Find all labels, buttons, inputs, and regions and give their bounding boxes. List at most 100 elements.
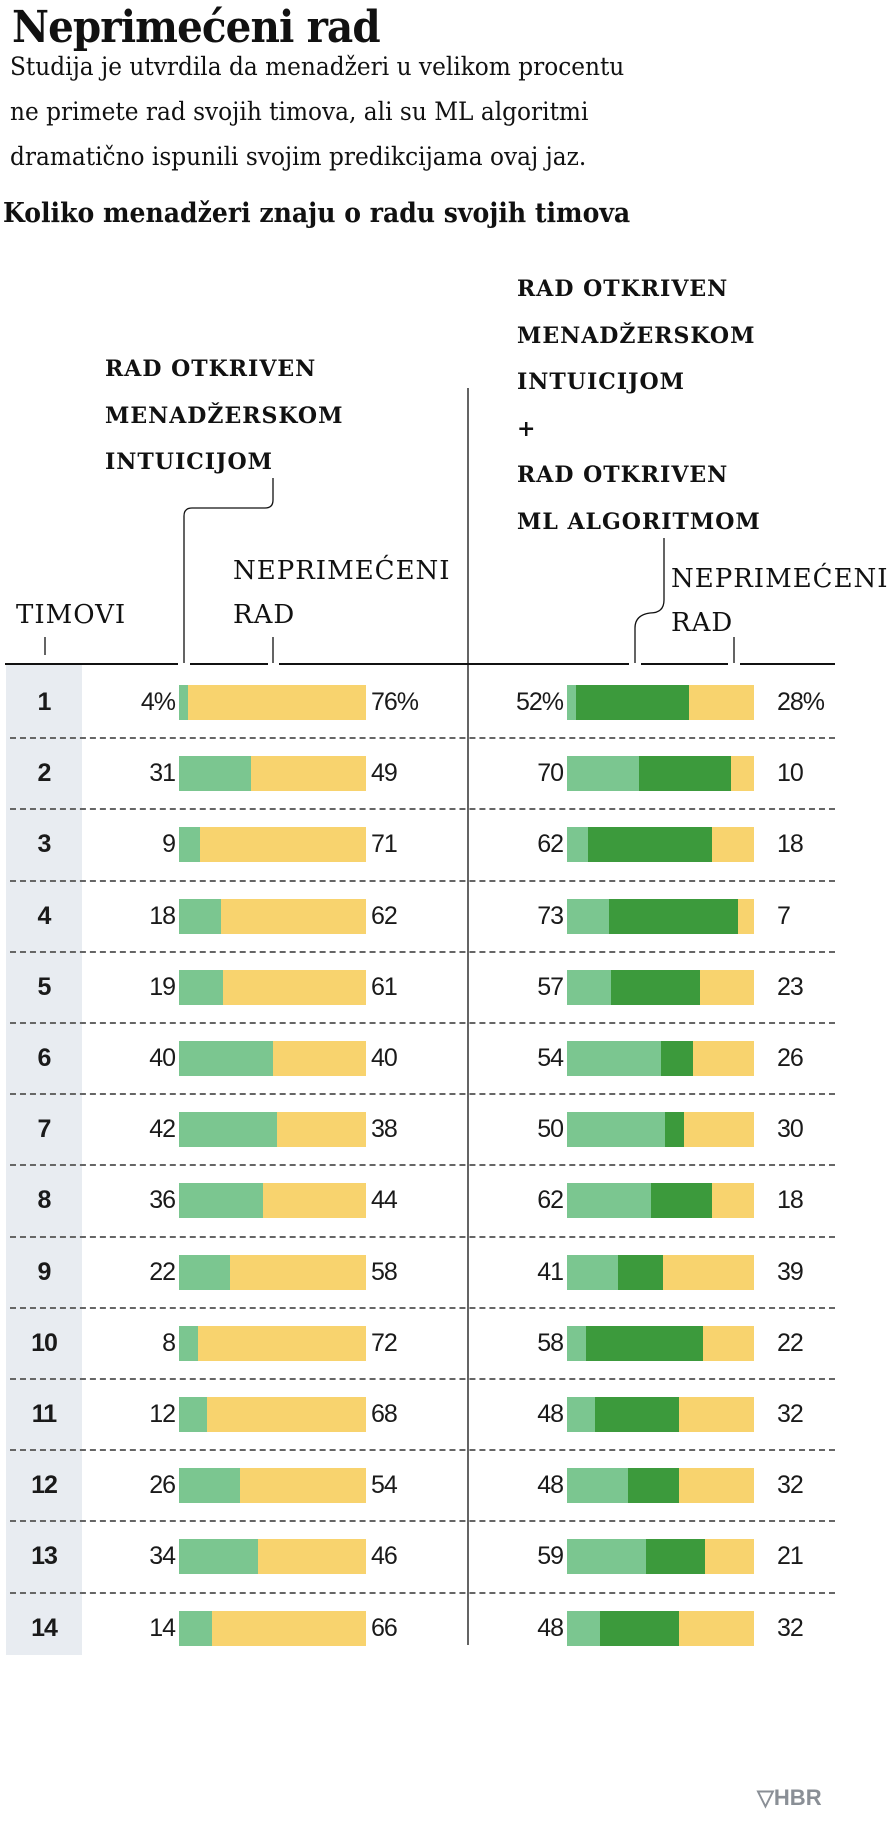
right-detected-line-1: RAD OTKRIVEN xyxy=(517,276,729,302)
right-unnoticed-value: 22 xyxy=(777,1328,804,1357)
right-unnoticed-bar xyxy=(711,827,754,863)
left-detected-value: 18 xyxy=(149,901,176,930)
left-unnoticed-line-1: NEPRIMEĆENI xyxy=(233,556,451,586)
right-unnoticed-value: 39 xyxy=(777,1257,804,1286)
right-intuition-bar xyxy=(567,1041,661,1076)
team-number: 5 xyxy=(37,972,52,1001)
left-intuition-bar xyxy=(179,1610,212,1646)
subtitle-line-1: Studija je utvrdila da menadžeri u velik… xyxy=(10,52,625,81)
left-unnoticed-value: 71 xyxy=(371,830,398,859)
left-detected-value: 26 xyxy=(149,1471,176,1500)
left-unnoticed-bar xyxy=(197,1325,366,1361)
right-detected-value: 73 xyxy=(537,901,564,930)
left-unnoticed-bar xyxy=(230,1254,366,1290)
row-divider xyxy=(10,1378,835,1380)
left-intuition-bar xyxy=(179,1112,278,1148)
right-intuition-bar xyxy=(567,756,640,792)
right-ml-bar xyxy=(588,827,712,863)
right-detected-connector xyxy=(634,538,665,663)
right-unnoticed-label: NEPRIMEĆENI RAD xyxy=(671,557,889,645)
team-number: 14 xyxy=(31,1613,58,1642)
right-intuition-bar xyxy=(567,1112,666,1148)
team-number: 9 xyxy=(37,1257,52,1286)
left-intuition-bar xyxy=(179,1325,198,1361)
right-unnoticed-bar xyxy=(683,1112,754,1148)
left-detected-value: 14 xyxy=(149,1613,176,1642)
left-detected-value: 31 xyxy=(149,759,176,788)
team-number: 11 xyxy=(31,1400,57,1428)
right-intuition-bar xyxy=(567,969,612,1005)
left-unnoticed-bar xyxy=(277,1112,366,1148)
right-intuition-bar xyxy=(567,1183,652,1219)
right-detected-line-5: RAD OTKRIVEN xyxy=(517,462,729,488)
chart-title: Koliko menadžeri znaju o radu svojih tim… xyxy=(3,198,631,229)
right-detected-value: 50 xyxy=(537,1115,564,1144)
right-ml-bar xyxy=(627,1468,680,1504)
right-unnoticed-value: 23 xyxy=(777,972,804,1001)
left-detected-value: 12 xyxy=(149,1400,176,1428)
left-intuition-bar xyxy=(179,1397,208,1432)
left-unnoticed-value: 62 xyxy=(371,901,398,930)
row-divider xyxy=(10,950,835,953)
right-ml-bar xyxy=(611,969,701,1005)
right-intuition-bar xyxy=(567,1468,628,1504)
row-divider xyxy=(10,1022,835,1024)
right-unnoticed-value: 28% xyxy=(777,688,825,716)
right-unnoticed-value: 10 xyxy=(777,759,804,788)
right-unnoticed-value: 32 xyxy=(777,1400,804,1428)
right-intuition-bar xyxy=(567,1610,600,1646)
right-ml-bar xyxy=(651,1183,712,1219)
team-column-background xyxy=(6,665,82,1655)
left-intuition-bar xyxy=(179,1183,264,1219)
right-unnoticed-bar xyxy=(711,1183,754,1219)
left-unnoticed-value: 40 xyxy=(371,1044,398,1072)
right-unnoticed-line-2: RAD xyxy=(671,608,734,638)
right-unnoticed-value: 18 xyxy=(777,830,804,859)
left-unnoticed-line-2: RAD xyxy=(233,600,296,630)
left-detected-value: 34 xyxy=(149,1542,176,1571)
right-detected-value: 62 xyxy=(537,1186,564,1215)
right-unnoticed-value: 32 xyxy=(777,1471,804,1500)
left-intuition-bar xyxy=(179,969,224,1005)
left-unnoticed-label: NEPRIMEĆENI RAD xyxy=(233,549,451,637)
right-ml-bar xyxy=(618,1254,663,1290)
right-detected-value: 48 xyxy=(537,1471,564,1500)
right-unnoticed-bar xyxy=(737,898,754,934)
right-intuition-bar xyxy=(567,1254,619,1290)
team-number: 8 xyxy=(37,1186,52,1215)
team-number: 4 xyxy=(37,901,52,930)
right-intuition-bar xyxy=(567,1539,647,1575)
right-detected-value: 41 xyxy=(537,1257,564,1286)
row-divider xyxy=(10,1449,835,1452)
left-unnoticed-value: 76% xyxy=(371,688,419,716)
right-detected-value: 59 xyxy=(537,1542,564,1571)
right-ml-bar xyxy=(639,756,731,792)
team-number: 7 xyxy=(37,1115,52,1144)
page-title: Neprimećeni rad xyxy=(12,2,381,53)
left-unnoticed-bar xyxy=(207,1397,366,1432)
left-unnoticed-bar xyxy=(211,1610,366,1646)
left-unnoticed-bar xyxy=(251,756,366,792)
left-unnoticed-value: 66 xyxy=(371,1613,398,1642)
team-number: 10 xyxy=(31,1328,58,1357)
shield-icon: ▽ xyxy=(757,1785,774,1810)
right-unnoticed-bar xyxy=(662,1254,754,1290)
left-unnoticed-bar xyxy=(239,1468,366,1504)
right-unnoticed-value: 30 xyxy=(777,1115,804,1144)
left-unnoticed-value: 44 xyxy=(371,1186,398,1215)
right-detected-value: 48 xyxy=(537,1613,564,1642)
left-unnoticed-value: 54 xyxy=(371,1471,398,1500)
right-ml-bar xyxy=(595,1397,680,1432)
right-intuition-bar xyxy=(567,898,610,934)
right-unnoticed-value: 18 xyxy=(777,1186,804,1215)
left-detected-connector xyxy=(183,478,274,663)
team-number: 3 xyxy=(37,830,52,859)
right-unnoticed-bar xyxy=(679,1610,754,1646)
left-intuition-bar xyxy=(179,685,189,720)
row-divider xyxy=(10,1520,835,1523)
left-detected-value: 36 xyxy=(149,1186,176,1215)
right-ml-bar xyxy=(599,1610,680,1646)
left-detected-label: RAD OTKRIVEN MENADŽERSKOM INTUICIJOM xyxy=(105,346,343,486)
right-unnoticed-value: 32 xyxy=(777,1613,804,1642)
row-divider xyxy=(10,737,835,740)
